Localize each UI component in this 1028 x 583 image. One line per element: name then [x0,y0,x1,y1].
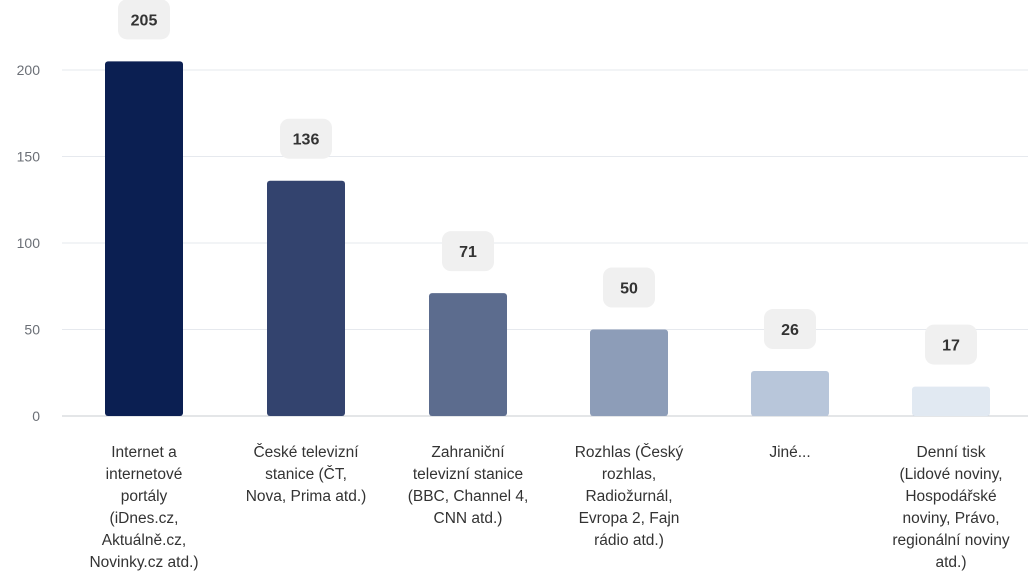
bar[interactable] [267,180,345,416]
data-label: 205 [131,12,158,29]
x-tick-label-line: Nova, Prima atd.) [246,488,367,505]
bar[interactable] [590,329,668,417]
y-tick-label: 50 [24,322,40,338]
x-tick-label: Jiné... [769,444,810,461]
x-tick-label-line: (BBC, Channel 4, [408,488,529,505]
bar[interactable] [751,371,829,416]
value-labels: 205 136 71 50 26 17 [118,0,977,365]
x-tick-label-line: CNN atd.) [434,510,503,527]
y-tick-label: 200 [17,62,41,78]
gridlines [62,69,1028,417]
bar[interactable] [429,293,507,416]
x-tick-label-line: noviny, Právo, [902,510,999,527]
x-tick-label-line: Denní tisk [917,444,986,461]
data-label: 26 [781,322,799,339]
data-label: 17 [942,338,960,355]
x-tick-label-line: (Lidové noviny, [899,466,1002,483]
y-tick-label: 150 [17,149,41,165]
x-tick-label-line: rozhlas, [602,466,656,483]
value-badge [603,267,655,308]
x-tick-label-line: Jiné... [769,444,810,461]
bar[interactable] [105,61,183,416]
value-badge [925,324,977,365]
bars [105,61,990,416]
y-tick-label: 0 [32,408,40,424]
x-tick-label-line: Aktuálně.cz, [102,532,186,549]
x-tick-label: Zahraniční televizní stanice (BBC, Channel… [408,444,529,527]
data-label: 50 [620,281,638,298]
bar[interactable] [912,386,990,416]
x-tick-label-line: Novinky.cz atd.) [89,554,198,571]
x-tick-label-line: internetové [106,466,183,483]
x-tick-label-line: Zahraniční [431,444,505,461]
x-tick-label-line: (iDnes.cz, [110,510,179,527]
y-axis-ticks: 0 50 100 150 200 [17,62,41,424]
x-tick-label-line: Hospodářské [905,488,996,505]
value-badge [442,231,494,272]
x-tick-label-line: Internet a [111,444,177,461]
x-tick-label-line: atd.) [935,554,966,571]
x-tick-label-line: Rozhlas (Český [575,444,684,461]
x-tick-label: Internet a internetové portály (iDnes.cz, Ak… [89,444,198,571]
x-tick-label-line: regionální noviny [892,532,1009,549]
x-tick-label-line: České televizní [253,444,359,461]
x-axis-labels: Internet a internetové portály (iDnes.cz, Ak… [89,444,1009,571]
x-tick-label-line: portály [121,488,168,505]
x-tick-label-line: rádio atd.) [594,532,664,549]
x-tick-label-line: televizní stanice [413,466,523,483]
data-label: 136 [293,132,320,149]
x-tick-label-line: Radiožurnál, [585,488,672,505]
value-badge [764,309,816,350]
x-tick-label-line: Evropa 2, Fajn [579,510,680,527]
value-badge [118,0,170,40]
data-label: 71 [459,244,477,261]
value-badge [280,118,332,159]
x-tick-label-line: stanice (ČT, [265,466,347,483]
x-tick-label: Denní tisk (Lidové noviny, Hospodářské novi… [892,444,1009,571]
y-tick-label: 100 [17,235,41,251]
x-tick-label: České televizní stanice (ČT, Nova, Prima a… [246,444,367,505]
x-tick-label: Rozhlas (Český rozhlas, Radiožurnál, Evropa… [575,444,684,549]
